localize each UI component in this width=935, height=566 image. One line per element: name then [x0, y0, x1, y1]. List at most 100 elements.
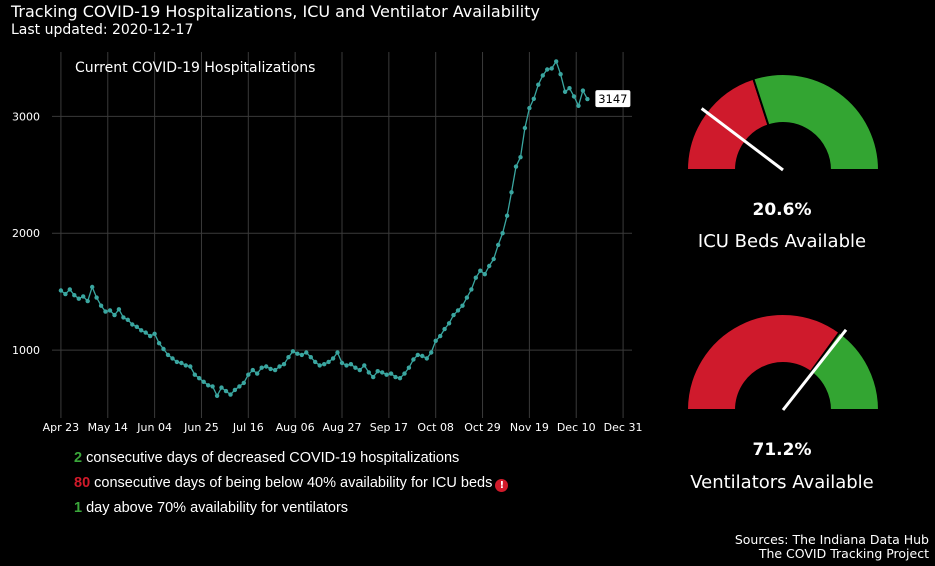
- gauge-green-segment: [752, 73, 881, 171]
- data-point: [317, 363, 322, 368]
- data-point: [201, 379, 206, 384]
- chart-title: Current COVID-19 Hospitalizations: [75, 60, 315, 76]
- data-point: [152, 331, 157, 336]
- data-point: [504, 213, 510, 218]
- data-point: [438, 333, 443, 339]
- data-point: [491, 256, 496, 262]
- data-point: [348, 362, 354, 367]
- icu-gauge-label: ICU Beds Available: [697, 231, 867, 252]
- x-tick-label: Oct 29: [464, 421, 501, 434]
- data-point: [259, 365, 264, 370]
- data-point: [366, 370, 371, 375]
- data-point: [268, 366, 273, 372]
- stat-text: day above 70% availability for ventilato…: [86, 500, 349, 516]
- data-point: [219, 385, 224, 390]
- data-point: [562, 89, 568, 95]
- data-point: [500, 231, 505, 236]
- data-point: [353, 365, 358, 370]
- x-tick-label: Sep 17: [370, 421, 408, 434]
- data-point: [286, 355, 291, 360]
- data-point: [429, 350, 434, 355]
- data-point: [388, 371, 394, 376]
- stat-text: consecutive days of being below 40% avai…: [94, 475, 493, 491]
- data-point: [174, 359, 180, 365]
- data-point: [67, 287, 73, 292]
- data-point: [228, 392, 233, 397]
- data-point: [277, 364, 282, 369]
- data-point: [527, 105, 532, 111]
- data-point: [116, 307, 122, 312]
- data-point: [130, 322, 135, 327]
- data-point: [58, 288, 64, 293]
- data-point: [380, 370, 385, 375]
- data-point: [112, 312, 117, 318]
- x-tick-label: Jul 16: [232, 421, 264, 434]
- gauge-needle: [700, 107, 784, 172]
- data-point: [424, 356, 429, 361]
- x-tick-label: May 14: [88, 421, 128, 434]
- data-point: [473, 275, 478, 280]
- data-point: [357, 367, 362, 373]
- data-point: [143, 330, 148, 335]
- data-point: [487, 263, 492, 269]
- data-point: [232, 387, 238, 393]
- data-point: [455, 308, 461, 313]
- data-point: [496, 242, 501, 248]
- data-point: [509, 190, 514, 195]
- warning-icon: !: [495, 479, 509, 492]
- x-tick-label: Oct 08: [417, 421, 454, 434]
- data-point: [585, 96, 590, 102]
- data-point: [90, 284, 95, 290]
- data-point: [464, 295, 470, 300]
- data-point: [98, 303, 104, 308]
- stat-number: 1: [74, 500, 83, 516]
- data-point: [206, 383, 211, 388]
- data-point: [335, 350, 340, 355]
- data-point: [188, 364, 193, 369]
- y-tick-label: 3000: [12, 110, 40, 123]
- data-point: [237, 384, 242, 389]
- ventilator-gauge-label: Ventilators Available: [690, 472, 874, 493]
- data-point: [183, 363, 188, 368]
- data-point: [402, 371, 407, 376]
- stat-number: 2: [74, 450, 83, 466]
- data-point: [371, 374, 376, 380]
- y-tick-label: 2000: [12, 227, 40, 240]
- data-point: [161, 346, 166, 352]
- data-point: [415, 352, 420, 358]
- data-point: [308, 355, 313, 360]
- data-point: [304, 350, 309, 355]
- data-point: [446, 321, 452, 326]
- data-point: [85, 298, 90, 304]
- x-tick-label: Nov 19: [510, 421, 549, 434]
- data-point: [545, 67, 550, 72]
- data-point: [576, 103, 581, 109]
- data-point: [81, 294, 86, 299]
- source-line: Sources: The Indiana Data Hub: [734, 532, 929, 547]
- last-value-label: 3147: [598, 92, 627, 106]
- data-point: [558, 72, 563, 77]
- data-point: [255, 371, 260, 376]
- ventilator-gauge-value: 71.2%: [752, 440, 812, 460]
- data-point: [210, 384, 215, 389]
- data-point: [554, 59, 559, 64]
- data-point: [76, 296, 82, 301]
- data-point: [192, 372, 197, 377]
- data-point: [125, 317, 130, 322]
- gauge-red-segment: [685, 77, 770, 171]
- data-point: [139, 328, 144, 333]
- data-point: [549, 66, 554, 71]
- data-point: [375, 369, 380, 374]
- y-tick-label: 1000: [12, 344, 40, 357]
- data-point: [344, 363, 349, 368]
- x-tick-label: Dec 10: [557, 421, 596, 434]
- gauge-red-segment: [685, 313, 841, 411]
- data-point: [482, 272, 487, 277]
- data-point: [179, 360, 184, 366]
- data-point: [148, 333, 153, 339]
- x-tick-label: Jun 25: [183, 421, 219, 434]
- data-point: [330, 356, 336, 361]
- data-point: [531, 96, 536, 102]
- data-point: [214, 393, 220, 398]
